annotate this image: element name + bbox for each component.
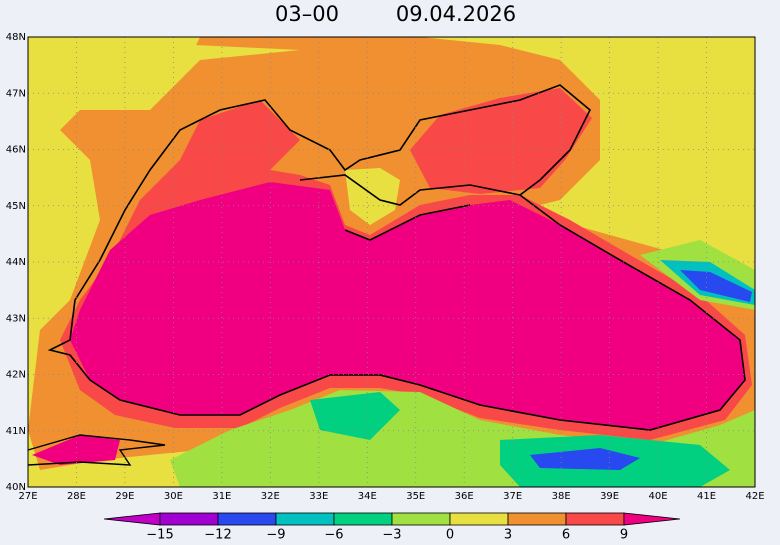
- lon-label: 38E: [552, 491, 571, 502]
- lon-label: 34E: [358, 491, 377, 502]
- map-frame: [27, 36, 756, 488]
- lon-label: 29E: [115, 491, 134, 502]
- colorbar-segment: [507, 512, 567, 526]
- colorbar-label: −6: [324, 528, 343, 543]
- colorbar-label: 6: [562, 528, 570, 543]
- lat-label: 40N: [6, 482, 26, 493]
- lon-label: 37E: [503, 491, 522, 502]
- colorbar-label: 9: [620, 528, 628, 543]
- colorbar-label: 3: [504, 528, 512, 543]
- lon-label: 31E: [212, 491, 231, 502]
- colorbar-segment: [449, 512, 509, 526]
- colorbar-segment: [159, 512, 219, 526]
- lon-label: 27E: [18, 491, 37, 502]
- map-field: [27, 37, 755, 487]
- lon-label: 40E: [649, 491, 668, 502]
- lon-label: 35E: [406, 491, 425, 502]
- lat-label: 47N: [6, 88, 26, 99]
- lat-label: 45N: [6, 201, 26, 212]
- lat-label: 41N: [6, 426, 26, 437]
- colorbar-over: [623, 512, 681, 526]
- colorbar-label: −15: [146, 528, 173, 543]
- colorbar-label: −12: [204, 528, 231, 543]
- title-date: 09.04.2026: [396, 2, 516, 26]
- lat-label: 48N: [6, 32, 26, 43]
- lon-label: 28E: [67, 491, 86, 502]
- colorbar-under: [103, 512, 161, 526]
- lon-label: 39E: [600, 491, 619, 502]
- lon-label: 42E: [745, 491, 764, 502]
- colorbar-label: −9: [266, 528, 285, 543]
- lon-label: 30E: [164, 491, 183, 502]
- lon-label: 36E: [455, 491, 474, 502]
- colorbar: −15 −12 −9 −6 −3 0 3 6 9: [103, 512, 681, 543]
- colorbar-segment: [391, 512, 451, 526]
- lat-label: 43N: [6, 313, 26, 324]
- lat-label: 42N: [6, 370, 26, 381]
- lat-label: 44N: [6, 257, 26, 268]
- title-time: 03–00: [275, 2, 339, 26]
- colorbar-label: −3: [382, 528, 401, 543]
- lat-label: 46N: [6, 145, 26, 156]
- colorbar-segment: [217, 512, 277, 526]
- lon-label: 32E: [261, 491, 280, 502]
- colorbar-label: 0: [446, 528, 454, 543]
- colorbar-segment: [565, 512, 625, 526]
- lon-label: 41E: [697, 491, 716, 502]
- lon-label: 33E: [309, 491, 328, 502]
- colorbar-segment: [275, 512, 335, 526]
- colorbar-segment: [333, 512, 393, 526]
